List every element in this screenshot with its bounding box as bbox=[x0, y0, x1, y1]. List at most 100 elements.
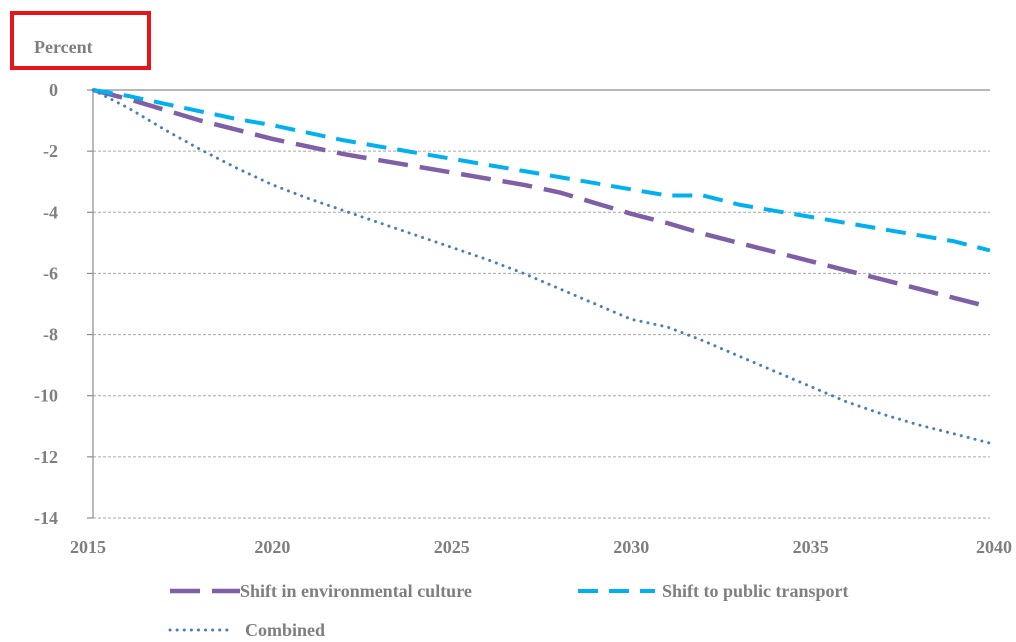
data-point bbox=[809, 215, 813, 219]
legend: Shift in environmental culture Shift to p… bbox=[168, 581, 849, 640]
axes bbox=[87, 89, 990, 519]
data-point bbox=[988, 441, 992, 445]
data-point bbox=[952, 432, 956, 436]
data-point bbox=[557, 175, 561, 179]
legend-label-1: Shift in environmental culture bbox=[240, 581, 472, 601]
data-point bbox=[378, 158, 382, 162]
y-axis-label: Percent bbox=[34, 37, 93, 57]
y-tick-label: -14 bbox=[34, 508, 58, 528]
data-point bbox=[235, 166, 239, 170]
data-point bbox=[773, 209, 777, 213]
y-tick-label: -8 bbox=[43, 325, 58, 345]
data-point bbox=[809, 385, 813, 389]
data-point bbox=[665, 221, 669, 225]
legend-label-3: Combined bbox=[245, 620, 325, 637]
data-point bbox=[306, 131, 310, 135]
data-point bbox=[342, 152, 346, 156]
data-point bbox=[665, 193, 669, 197]
series-line-2 bbox=[92, 88, 991, 253]
data-point bbox=[629, 187, 633, 191]
data-point bbox=[127, 106, 131, 110]
data-point bbox=[593, 181, 597, 185]
data-point bbox=[629, 212, 633, 216]
data-point bbox=[880, 227, 884, 231]
data-point bbox=[270, 137, 274, 141]
data-point bbox=[163, 128, 167, 132]
data-point bbox=[629, 317, 633, 321]
data-point bbox=[737, 203, 741, 207]
data-point bbox=[486, 258, 490, 262]
y-tick-label: -10 bbox=[34, 386, 58, 406]
x-tick-label: 2015 bbox=[70, 537, 106, 557]
series-line-3 bbox=[91, 88, 992, 445]
data-point bbox=[737, 354, 741, 358]
data-point bbox=[665, 325, 669, 329]
data-point bbox=[557, 190, 561, 194]
series-line-1 bbox=[92, 87, 991, 310]
data-point bbox=[593, 302, 597, 306]
data-point bbox=[844, 400, 848, 404]
x-tick-label: 2030 bbox=[613, 537, 649, 557]
data-point bbox=[522, 271, 526, 275]
series-lines bbox=[91, 87, 992, 445]
data-point bbox=[773, 250, 777, 254]
data-point bbox=[880, 278, 884, 282]
data-point bbox=[270, 183, 274, 187]
legend-label-2: Shift to public transport bbox=[662, 581, 849, 601]
y-tick-label: -12 bbox=[34, 447, 58, 467]
data-point bbox=[593, 201, 597, 205]
data-point bbox=[414, 151, 418, 155]
tick-labels: 0 -2 -4 -6 -8 -10 -12 -14 2015 2020 2025 2030 2035 20… bbox=[34, 80, 1012, 557]
data-point bbox=[988, 305, 992, 309]
x-tick-label: 2025 bbox=[434, 537, 470, 557]
x-tick-label: 2040 bbox=[976, 537, 1012, 557]
data-point bbox=[701, 232, 705, 236]
data-point bbox=[522, 183, 526, 187]
data-point bbox=[916, 233, 920, 237]
gridlines bbox=[93, 150, 990, 519]
data-point bbox=[880, 412, 884, 416]
data-point bbox=[450, 171, 454, 175]
data-point bbox=[235, 128, 239, 132]
data-point bbox=[199, 119, 203, 123]
data-point bbox=[306, 145, 310, 149]
y-tick-label: -4 bbox=[43, 202, 58, 222]
data-point bbox=[450, 157, 454, 161]
data-point bbox=[952, 296, 956, 300]
data-point bbox=[450, 245, 454, 249]
data-point bbox=[809, 259, 813, 263]
data-point bbox=[91, 88, 95, 92]
data-point bbox=[486, 177, 490, 181]
data-point bbox=[773, 369, 777, 373]
data-point bbox=[414, 164, 418, 168]
data-point bbox=[270, 123, 274, 127]
data-point bbox=[199, 148, 203, 152]
data-point bbox=[163, 108, 167, 112]
data-point bbox=[378, 145, 382, 149]
data-point bbox=[522, 169, 526, 173]
data-point bbox=[342, 138, 346, 142]
data-point bbox=[844, 221, 848, 225]
x-tick-label: 2020 bbox=[254, 537, 290, 557]
y-tick-label: 0 bbox=[49, 80, 58, 100]
x-tick-label: 2035 bbox=[793, 537, 829, 557]
data-point bbox=[486, 163, 490, 167]
data-point bbox=[916, 287, 920, 291]
data-point bbox=[127, 94, 131, 98]
data-point bbox=[916, 423, 920, 427]
data-point bbox=[952, 239, 956, 243]
data-point bbox=[235, 117, 239, 121]
data-point bbox=[163, 102, 167, 106]
data-point bbox=[342, 209, 346, 213]
y-tick-label: -2 bbox=[43, 141, 58, 161]
data-point bbox=[378, 221, 382, 225]
data-point bbox=[414, 233, 418, 237]
highlight-box bbox=[10, 11, 151, 70]
data-point bbox=[199, 109, 203, 113]
data-point bbox=[737, 241, 741, 245]
data-point bbox=[844, 268, 848, 272]
data-point bbox=[701, 339, 705, 343]
data-point bbox=[701, 193, 705, 197]
